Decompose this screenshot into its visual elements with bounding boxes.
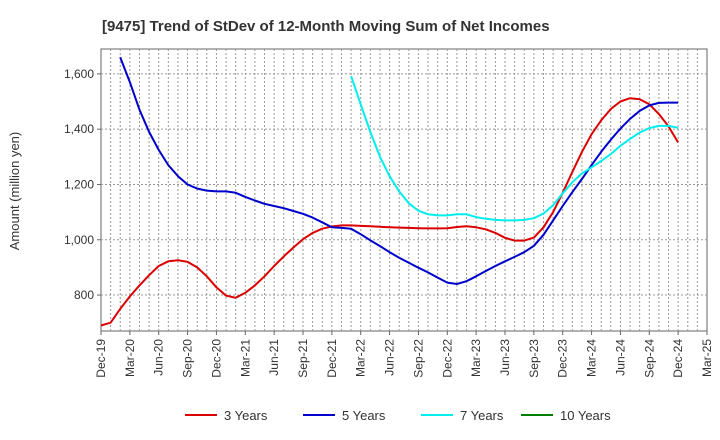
x-tick-label: Sep-23 bbox=[527, 339, 541, 378]
x-tick-label: Dec-23 bbox=[556, 339, 570, 378]
x-tick-label: Mar-24 bbox=[585, 339, 599, 377]
legend-label: 7 Years bbox=[460, 408, 504, 423]
series-line-5-years bbox=[119, 56, 679, 285]
x-axis: Dec-19 Mar-20 Jun-20 Sep-20 Dec-20 Mar-21 Jun-… bbox=[94, 331, 714, 378]
legend-label: 3 Years bbox=[224, 408, 268, 423]
x-tick-label: Jun-22 bbox=[383, 339, 397, 376]
x-tick-label: Jun-24 bbox=[613, 339, 627, 376]
series-line-3-years bbox=[100, 97, 679, 327]
x-tick-label: Mar-23 bbox=[469, 339, 483, 377]
series-lines bbox=[100, 56, 679, 327]
x-tick-label: Mar-22 bbox=[354, 339, 368, 377]
x-tick-label: Mar-20 bbox=[123, 339, 137, 377]
x-tick-label: Sep-24 bbox=[642, 339, 656, 378]
legend-label: 10 Years bbox=[560, 408, 611, 423]
x-tick-label: Jun-20 bbox=[152, 339, 166, 376]
x-tick-label: Dec-24 bbox=[671, 339, 685, 378]
legend-item: 7 Years bbox=[421, 408, 504, 423]
x-tick-label: Dec-19 bbox=[94, 339, 108, 378]
x-tick-label: Dec-21 bbox=[325, 339, 339, 378]
series-line-7-years bbox=[350, 75, 679, 222]
y-tick-label: 1,200 bbox=[64, 177, 94, 191]
legend-label: 5 Years bbox=[342, 408, 386, 423]
y-tick-label: 1,600 bbox=[64, 67, 94, 81]
x-tick-label: Sep-21 bbox=[296, 339, 310, 378]
y-axis: 800 1,000 1,200 1,400 1,600 bbox=[64, 67, 101, 302]
x-tick-label: Mar-25 bbox=[700, 339, 714, 377]
legend: 3 Years 5 Years 7 Years 10 Years bbox=[185, 408, 611, 423]
x-tick-label: Dec-22 bbox=[440, 339, 454, 378]
y-tick-label: 1,400 bbox=[64, 122, 94, 136]
x-tick-label: Jun-21 bbox=[267, 339, 281, 376]
x-tick-label: Sep-20 bbox=[181, 339, 195, 378]
legend-item: 3 Years bbox=[185, 408, 268, 423]
y-tick-label: 800 bbox=[74, 288, 94, 302]
plot-area bbox=[100, 48, 708, 332]
legend-item: 10 Years bbox=[521, 408, 611, 423]
x-tick-label: Sep-22 bbox=[411, 339, 425, 378]
x-tick-label: Mar-21 bbox=[238, 339, 252, 377]
x-tick-label: Dec-20 bbox=[209, 339, 223, 378]
y-tick-label: 1,000 bbox=[64, 233, 94, 247]
x-tick-label: Jun-23 bbox=[498, 339, 512, 376]
legend-item: 5 Years bbox=[303, 408, 386, 423]
y-axis-label: Amount (million yen) bbox=[7, 132, 22, 251]
chart-title: [9475] Trend of StDev of 12-Month Moving… bbox=[102, 18, 550, 35]
